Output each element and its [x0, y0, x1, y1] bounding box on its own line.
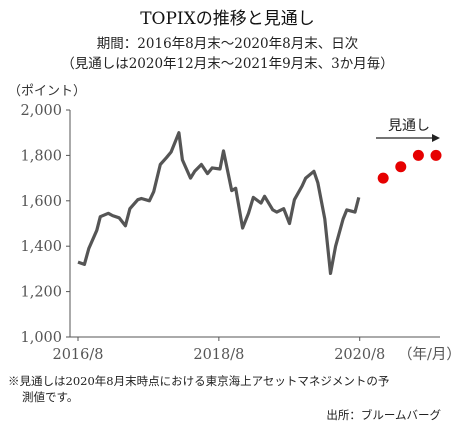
y-tick-label: 2,000 [20, 103, 62, 119]
forecast-point [412, 149, 424, 161]
forecast-point [395, 161, 407, 173]
x-tick-label: 2016/8 [52, 347, 103, 363]
y-tick-label: 1,000 [20, 330, 62, 346]
x-axis-ticks: 2016/8 2018/8 2020/8 [52, 337, 385, 363]
source-note: 出所：ブルームバーグ [326, 408, 441, 422]
y-tick-label: 1,600 [20, 194, 62, 210]
y-tick-label: 1,400 [20, 239, 62, 255]
forecast-point [430, 149, 442, 161]
forecast-points [377, 149, 442, 184]
chart-title: TOPIXの推移と見通し [140, 9, 315, 29]
footnote-line-1: ※見通しは2020年8月末時点における東京海上アセットマネジメントの予 [8, 374, 390, 388]
y-tick-label: 1,200 [20, 285, 62, 301]
y-tick-label: 1,800 [20, 148, 62, 164]
chart-subtitle-period: 期間：2016年8月末～2020年8月末、日次 [96, 36, 359, 52]
x-tick-label: 2018/8 [193, 347, 244, 363]
topix-actual-line [77, 131, 361, 275]
forecast-label: 見通し [388, 118, 430, 134]
chart-subtitle-forecast: （見通しは2020年12月末～2021年9月末、3か月毎） [61, 56, 394, 72]
y-axis-unit-label: （ポイント） [8, 84, 87, 99]
x-tick-label: 2020/8 [334, 347, 385, 363]
forecast-arrow-head-icon [432, 134, 440, 142]
forecast-point [377, 172, 389, 184]
footnote-line-2: 測値です。 [22, 390, 79, 404]
y-axis-ticks: 1,000 1,200 1,400 1,600 1,800 2,000 [20, 103, 70, 346]
footnote: ※見通しは2020年8月末時点における東京海上アセットマネジメントの予 測値です… [8, 373, 448, 405]
x-axis-unit-label: （年/月） [398, 346, 455, 363]
